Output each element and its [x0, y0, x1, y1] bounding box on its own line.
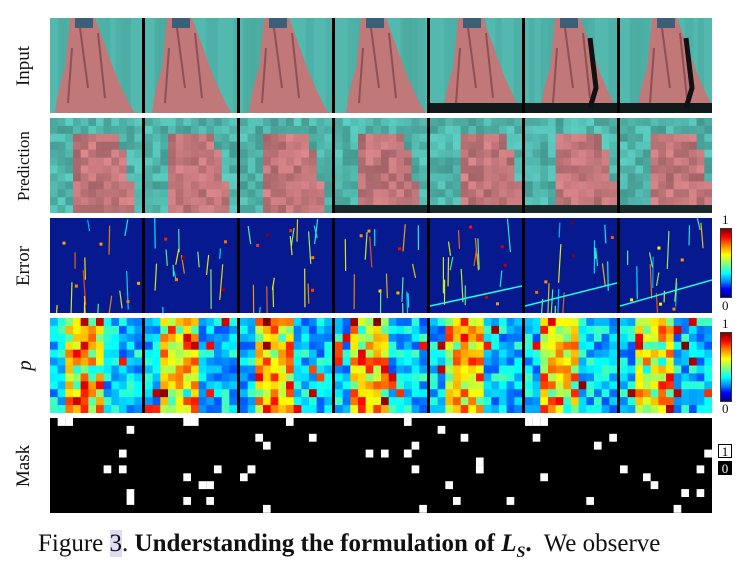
input-frame — [145, 18, 237, 113]
mask-frame — [525, 418, 617, 513]
p-colorbar-min: 0 — [722, 401, 729, 416]
prediction-frame — [525, 118, 617, 213]
figure-caption: Figure 3. Understanding the formulation … — [38, 530, 752, 562]
input-strip — [50, 18, 712, 113]
error-colorbar-max: 1 — [722, 212, 729, 227]
mask-frame — [145, 418, 237, 513]
mask-label: Mask — [12, 444, 34, 487]
row-label-error: Error — [0, 218, 48, 313]
mask-frame — [620, 418, 712, 513]
p-strip — [50, 318, 712, 413]
prediction-frame — [50, 118, 142, 213]
p-label: p — [11, 360, 36, 371]
prediction-label: Prediction — [14, 130, 34, 201]
row-label-input: Input — [0, 18, 48, 113]
input-frame — [50, 18, 142, 113]
row-label-prediction: Prediction — [0, 118, 48, 213]
p-colorbar-max: 1 — [722, 316, 729, 331]
mask-frame — [50, 418, 142, 513]
caption-bold-text: Understanding the formulation of — [134, 530, 502, 557]
row-label-mask: Mask — [0, 418, 48, 513]
input-frame — [335, 18, 427, 113]
p-frame — [335, 318, 427, 413]
error-colorbar — [720, 228, 732, 298]
prediction-frame — [335, 118, 427, 213]
caption-rest: We observe — [531, 530, 661, 557]
error-frame — [145, 218, 237, 313]
prediction-frame — [240, 118, 332, 213]
prediction-strip — [50, 118, 712, 213]
error-frame — [620, 218, 712, 313]
error-frame — [525, 218, 617, 313]
input-frame — [525, 18, 617, 113]
p-frame — [50, 318, 142, 413]
mask-frame — [240, 418, 332, 513]
caption-math: L — [501, 530, 517, 557]
error-frame — [50, 218, 142, 313]
input-frame — [620, 18, 712, 113]
mask-frame — [335, 418, 427, 513]
caption-math-sub: S — [516, 544, 526, 561]
mask-strip — [50, 418, 712, 513]
mask-frame — [430, 418, 522, 513]
input-label: Input — [12, 45, 34, 86]
figure-number[interactable]: 3 — [109, 530, 123, 557]
p-frame — [620, 318, 712, 413]
mask-legend-one: 1 — [718, 444, 732, 458]
p-colorbar — [720, 332, 732, 402]
error-frame — [430, 218, 522, 313]
p-frame — [145, 318, 237, 413]
error-strip — [50, 218, 712, 313]
error-label: Error — [13, 245, 34, 286]
error-frame — [240, 218, 332, 313]
mask-legend-zero: 0 — [718, 461, 732, 475]
prediction-frame — [430, 118, 522, 213]
caption-prefix: Figure — [38, 530, 110, 557]
input-frame — [240, 18, 332, 113]
prediction-frame — [620, 118, 712, 213]
error-colorbar-min: 0 — [722, 298, 729, 313]
caption-bold-end: . — [525, 530, 532, 557]
caption-period: . — [122, 530, 135, 557]
p-frame — [430, 318, 522, 413]
p-frame — [525, 318, 617, 413]
row-label-p: p — [0, 318, 48, 413]
prediction-frame — [145, 118, 237, 213]
input-frame — [430, 18, 522, 113]
error-frame — [335, 218, 427, 313]
p-frame — [240, 318, 332, 413]
